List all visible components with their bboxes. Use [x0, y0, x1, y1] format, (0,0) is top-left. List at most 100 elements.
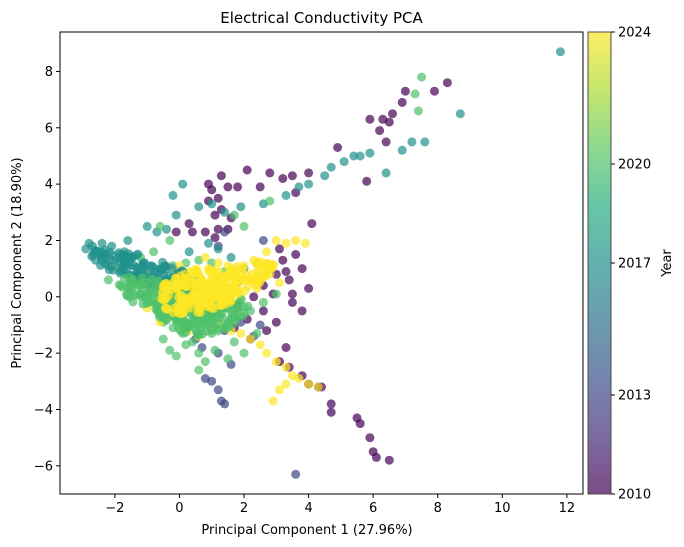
- scatter-point: [87, 251, 97, 261]
- colorbar-tick-label: 2017: [618, 257, 651, 272]
- scatter-point: [213, 324, 223, 334]
- scatter-point: [220, 207, 230, 217]
- scatter-point: [226, 252, 236, 262]
- scatter-point: [97, 255, 107, 265]
- scatter-point: [413, 106, 423, 116]
- scatter-point: [223, 322, 233, 332]
- colorbar-label: Year: [660, 249, 675, 278]
- scatter-point: [135, 280, 145, 290]
- scatter-point: [371, 452, 381, 462]
- scatter-point: [555, 47, 565, 57]
- scatter-point: [291, 250, 301, 259]
- scatter-point: [375, 126, 385, 136]
- scatter-point: [115, 250, 125, 260]
- scatter-point: [258, 297, 268, 307]
- scatter-point: [210, 233, 220, 243]
- scatter-point: [243, 301, 253, 311]
- scatter-point: [220, 399, 230, 409]
- scatter-point: [249, 292, 259, 302]
- scatter-point: [349, 151, 359, 161]
- scatter-point: [231, 314, 241, 323]
- scatter-point: [236, 328, 246, 338]
- scatter-point: [455, 109, 465, 119]
- scatter-point: [381, 137, 391, 147]
- scatter-point: [142, 281, 152, 290]
- scatter-point: [200, 227, 210, 237]
- scatter-point: [123, 236, 133, 245]
- scatter-point: [122, 259, 132, 269]
- scatter-point: [194, 348, 204, 358]
- scatter-point: [158, 257, 168, 267]
- scatter-point: [242, 165, 252, 175]
- scatter-point: [213, 193, 223, 203]
- scatter-point: [410, 89, 420, 99]
- scatter-point: [238, 311, 248, 321]
- scatter-point: [246, 334, 255, 344]
- scatter-point: [165, 236, 175, 245]
- scatter-point: [271, 357, 281, 367]
- scatter-point: [142, 289, 152, 299]
- x-tick-label: 6: [369, 501, 377, 516]
- scatter-point: [278, 174, 288, 183]
- scatter-point: [197, 285, 207, 295]
- scatter-point: [291, 236, 301, 245]
- scatter-point: [307, 219, 317, 229]
- x-axis: −2 0 2 4 6 8 10 12: [105, 494, 575, 516]
- x-tick-label: 4: [304, 501, 312, 516]
- scatter-point: [275, 278, 284, 288]
- y-tick-label: 2: [45, 234, 53, 249]
- scatter-point: [213, 288, 223, 298]
- scatter-point: [213, 258, 223, 268]
- scatter-point: [207, 185, 217, 195]
- scatter-point: [287, 171, 297, 181]
- scatter-point: [239, 348, 249, 358]
- scatter-point: [365, 433, 375, 443]
- scatter-point: [240, 286, 250, 296]
- scatter-point: [304, 379, 314, 389]
- scatter-point: [138, 261, 148, 271]
- scatter-point: [213, 385, 223, 395]
- x-axis-label: Principal Component 1 (27.96%): [201, 523, 412, 538]
- scatter-point: [200, 374, 210, 383]
- scatter-point: [186, 296, 196, 306]
- scatter-point: [200, 252, 210, 262]
- scatter-point: [231, 286, 241, 296]
- scatter-point: [158, 334, 168, 344]
- scatter-point: [400, 86, 410, 96]
- scatter-point: [420, 137, 430, 147]
- scatter-point: [107, 250, 117, 260]
- scatter-point: [278, 255, 288, 265]
- scatter-point: [180, 323, 190, 333]
- scatter-point: [326, 162, 336, 172]
- scatter-point: [326, 407, 336, 417]
- scatter-point: [275, 385, 284, 395]
- plot-frame: [59, 31, 584, 495]
- x-tick-label: −2: [105, 501, 124, 516]
- scatter-point: [355, 419, 365, 429]
- scatter-point: [271, 236, 281, 245]
- scatter-point: [268, 396, 278, 406]
- scatter-point: [184, 219, 194, 229]
- y-axis-label: Principal Component 2 (18.90%): [10, 157, 25, 368]
- y-tick-label: 4: [45, 178, 53, 193]
- colorbar-tick-label: 2020: [618, 158, 651, 173]
- scatter-point: [95, 247, 105, 257]
- scatter-point: [297, 264, 307, 274]
- scatter-point: [313, 382, 323, 392]
- scatter-point: [177, 291, 186, 301]
- scatter-point: [304, 168, 314, 178]
- colorbar-tick-label: 2010: [618, 488, 651, 503]
- scatter-point: [229, 210, 239, 220]
- scatter-point: [149, 247, 159, 257]
- scatter-point: [365, 114, 375, 124]
- x-tick-label: 2: [240, 501, 248, 516]
- scatter-point: [281, 267, 291, 276]
- scatter-point: [281, 362, 291, 372]
- scatter-point: [287, 297, 297, 307]
- scatter-point: [362, 176, 372, 186]
- scatter-point: [255, 320, 265, 330]
- x-tick-label: 12: [559, 501, 576, 516]
- scatter-point: [256, 274, 266, 284]
- scatter-point: [262, 348, 272, 358]
- scatter-point: [388, 109, 397, 119]
